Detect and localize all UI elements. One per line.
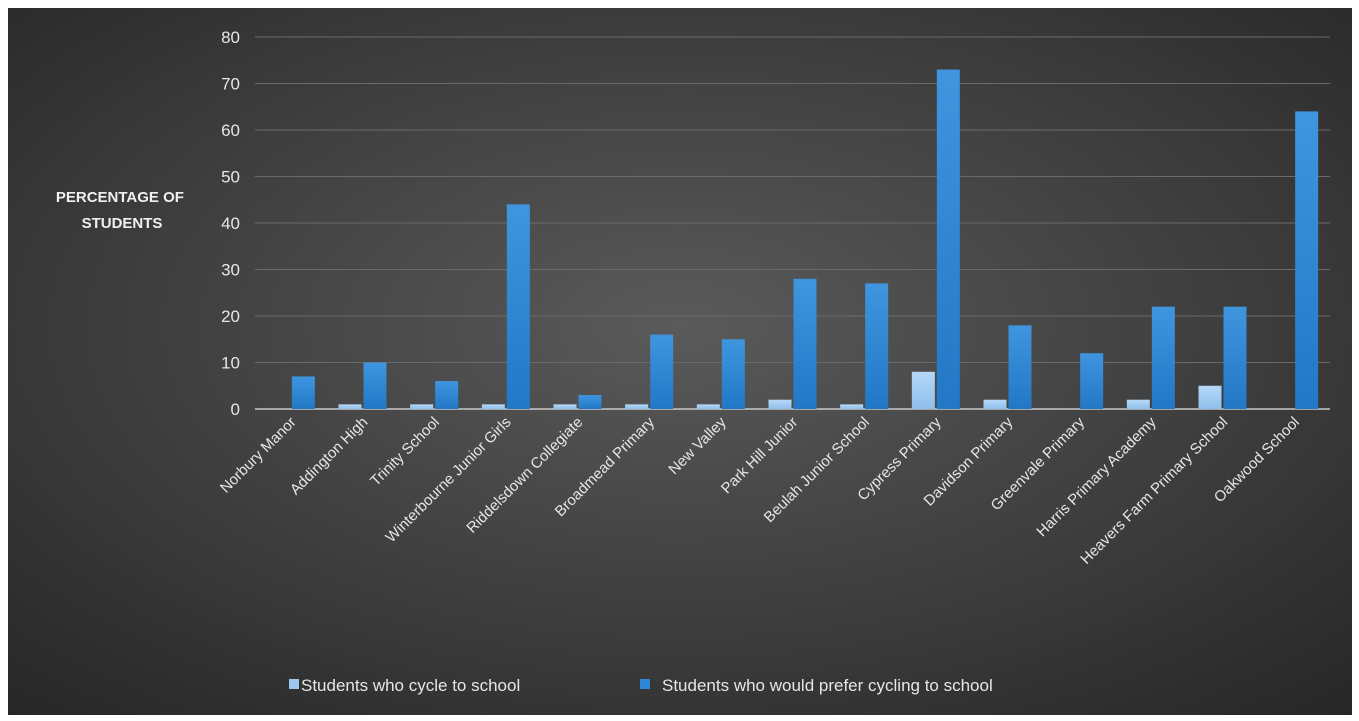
y-tick-label: 80: [221, 28, 240, 47]
bar-prefer: [865, 283, 889, 409]
chart-background: [8, 8, 1352, 715]
y-tick-label: 40: [221, 214, 240, 233]
bar-prefer: [435, 381, 459, 409]
bar-prefer: [936, 69, 960, 410]
y-axis-label: PERCENTAGE OF STUDENTS: [56, 189, 188, 232]
y-tick-label: 70: [221, 75, 240, 94]
y-axis-label-line-1: PERCENTAGE OF: [56, 189, 184, 206]
bar-cycle: [768, 399, 792, 409]
bar-prefer: [721, 339, 745, 409]
bar-cycle: [1198, 385, 1222, 409]
y-tick-label: 10: [221, 354, 240, 373]
bar-cycle: [625, 404, 649, 409]
bar-prefer: [1223, 306, 1247, 409]
bar-prefer: [506, 204, 530, 409]
bar-prefer: [363, 362, 387, 409]
bar-prefer: [793, 278, 817, 409]
bar-prefer: [650, 334, 674, 409]
bars: [291, 69, 1319, 410]
bar-cycle: [481, 404, 505, 409]
y-axis-ticks: 0 10 20 30 40 50 60 70 80: [221, 28, 240, 419]
bar-cycle: [338, 404, 362, 409]
bar-prefer: [1008, 325, 1032, 409]
bar-cycle: [553, 404, 577, 409]
bar-prefer: [1080, 353, 1104, 409]
bar-prefer: [1151, 306, 1175, 409]
legend-swatch-cycle: [289, 679, 299, 689]
y-tick-label: 0: [231, 400, 240, 419]
bar-cycle: [911, 371, 935, 409]
bar-cycle: [696, 404, 720, 409]
y-axis-label-line-2: STUDENTS: [82, 215, 163, 232]
bar-prefer: [1295, 111, 1319, 410]
y-tick-label: 50: [221, 168, 240, 187]
y-tick-label: 30: [221, 261, 240, 280]
bar-cycle: [410, 404, 434, 409]
legend-label-cycle: Students who cycle to school: [301, 676, 520, 695]
bar-cycle: [840, 404, 864, 409]
gridlines: [255, 36, 1330, 410]
legend-swatch-prefer: [640, 679, 650, 689]
y-tick-label: 20: [221, 307, 240, 326]
y-tick-label: 60: [221, 121, 240, 140]
bar-cycle: [983, 399, 1007, 409]
legend-label-prefer: Students who would prefer cycling to sch…: [662, 676, 993, 695]
bar-cycle: [1126, 399, 1150, 409]
bar-prefer: [291, 376, 315, 409]
legend: Students who cycle to school Students wh…: [289, 676, 993, 695]
bar-prefer: [578, 395, 602, 409]
